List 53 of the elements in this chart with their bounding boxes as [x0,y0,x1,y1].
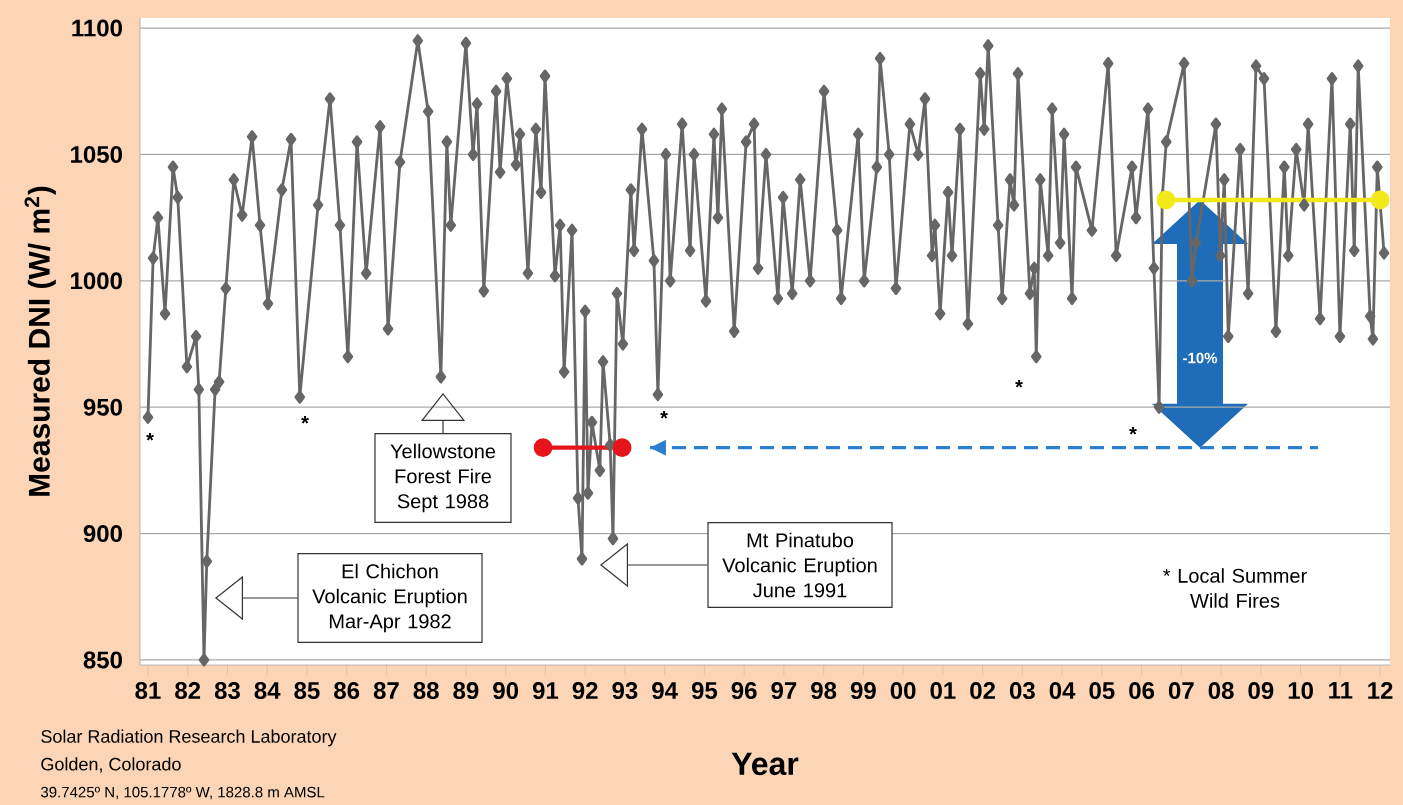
x-tick-label: 91 [532,682,559,700]
x-tick-label: 01 [930,682,956,700]
y-tick-label: 1000 [71,272,122,290]
annotation: El Chichon Volcanic Eruption Mar-Apr 1982 [312,563,467,633]
annotation: -10% [1183,352,1218,364]
y-tick-label: 850 [83,651,122,669]
annotation: * [301,416,309,424]
x-tick-label: 98 [811,682,837,700]
x-tick-label: 94 [652,682,678,700]
x-tick-label: 02 [970,682,996,700]
x-tick-label: 87 [373,682,399,700]
x-tick-label: 97 [771,682,797,700]
x-tick-label: 03 [1009,682,1035,700]
x-tick-label: 82 [175,682,201,700]
annotation: * Local Summer Wild Fires [1163,568,1307,608]
x-axis-title: Year [731,752,799,776]
x-tick-label: 89 [453,682,479,700]
text: Golden, Colorado [41,757,181,773]
x-tick-label: 86 [334,682,360,700]
x-tick-label: 83 [214,682,240,700]
x-tick-label: 85 [294,682,320,700]
x-tick-label: 11 [1329,682,1353,699]
x-tick-label: 06 [1129,682,1155,700]
x-tick-label: 93 [612,682,638,700]
x-tick-label: 10 [1288,682,1313,700]
x-tick-label: 96 [731,682,757,700]
x-tick-label: 90 [493,682,519,700]
x-tick-label: 88 [413,682,439,700]
x-tick-label: 00 [890,682,916,700]
y-tick-label: 950 [83,398,122,416]
x-tick-label: 04 [1049,682,1076,700]
annotation: * [1015,380,1023,388]
x-tick-label: 81 [135,682,161,700]
x-tick-label: 12 [1368,682,1393,699]
text: 39.7425º N, 105.1778º W, 1828.8 m AMSL [40,786,325,800]
y-tick-label: 1050 [71,145,122,163]
x-tick-label: 07 [1168,682,1194,700]
x-tick-label: 08 [1208,682,1234,700]
x-tick-label: 84 [254,682,281,700]
annotation: * [660,411,668,419]
annotation: Mt Pinatubo Volcanic Eruption June 1991 [722,532,877,598]
annotation: Yellowstone Forest Fire Sept 1988 [390,443,496,513]
annotation: * [146,433,154,441]
y-tick-label: 1100 [72,19,122,37]
x-tick-label: 09 [1248,682,1274,700]
x-tick-label: 92 [572,682,598,700]
x-tick-label: 05 [1089,682,1115,700]
y-axis-title: Measured DNI (W/ m$^{2}$) [24,186,56,496]
text: Solar Radiation Research Laboratory [41,729,337,747]
annotation: * [1129,427,1137,435]
y-tick-label: 900 [83,525,122,543]
x-tick-label: 95 [691,682,718,700]
x-tick-label: 99 [850,682,876,700]
